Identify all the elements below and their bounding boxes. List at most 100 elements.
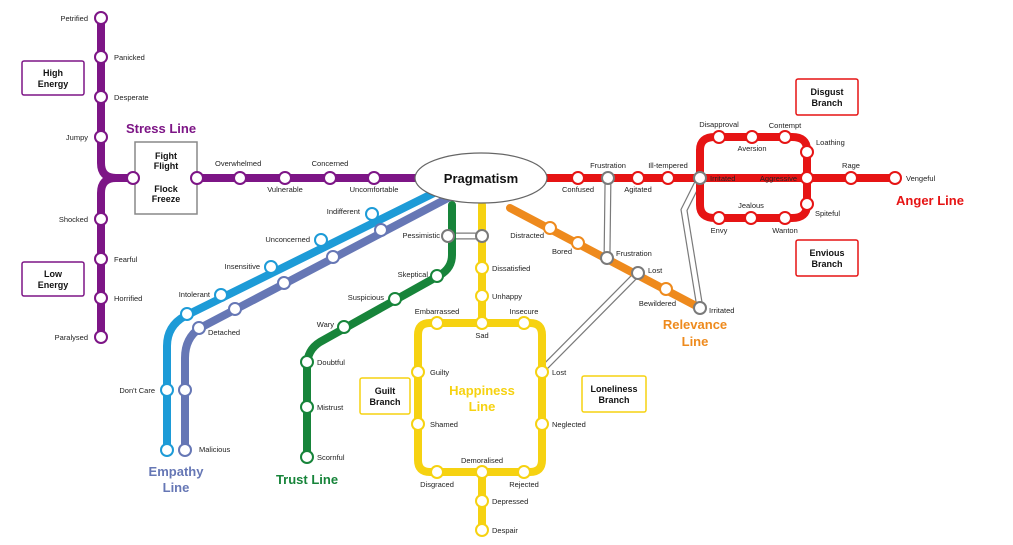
- label-paralysed: Paralysed: [55, 333, 88, 342]
- label-wanton: Wanton: [772, 226, 798, 235]
- station-intolerant[interactable]: [214, 288, 228, 302]
- station-suspicious[interactable]: [388, 292, 402, 306]
- station-indifferent-blue[interactable]: [374, 223, 388, 237]
- station-desperate[interactable]: [94, 90, 108, 104]
- station-dont-care[interactable]: [160, 383, 174, 397]
- station-insecure[interactable]: [517, 316, 531, 330]
- station-rage[interactable]: [844, 171, 858, 185]
- station-doubtful[interactable]: [300, 355, 314, 369]
- station-sad[interactable]: [475, 316, 489, 330]
- station-shamed[interactable]: [411, 417, 425, 431]
- station-neglected[interactable]: [535, 417, 549, 431]
- label-spiteful: Spiteful: [815, 209, 840, 218]
- label-horrified: Horrified: [114, 294, 142, 303]
- station-paralysed[interactable]: [94, 330, 108, 344]
- station-ill-tempered[interactable]: [661, 171, 675, 185]
- label-confused: Confused: [562, 185, 594, 194]
- station-distracted[interactable]: [543, 221, 557, 235]
- station-unconcerned[interactable]: [314, 233, 328, 247]
- stress-line-name: Stress Line: [126, 121, 196, 136]
- happiness-line-name-2: Line: [469, 399, 496, 414]
- station-concerned[interactable]: [323, 171, 337, 185]
- station-petrified[interactable]: [94, 11, 108, 25]
- station-overwhelmed-b[interactable]: [233, 171, 247, 185]
- station-intolerant-blue[interactable]: [228, 302, 242, 316]
- station-aggressive[interactable]: [800, 171, 814, 185]
- label-skeptical: Skeptical: [398, 270, 429, 279]
- station-insensitive[interactable]: [264, 260, 278, 274]
- station-detached[interactable]: [192, 321, 206, 335]
- station-jealous[interactable]: [744, 211, 758, 225]
- station-indifferent[interactable]: [365, 207, 379, 221]
- station-envy[interactable]: [712, 211, 726, 225]
- station-skeptical[interactable]: [430, 269, 444, 283]
- station-uncomfortable[interactable]: [367, 171, 381, 185]
- station-shocked[interactable]: [94, 212, 108, 226]
- empathy-line-name-2: Line: [163, 480, 190, 495]
- label-insensitive: Insensitive: [225, 262, 260, 271]
- station-scornful[interactable]: [300, 450, 314, 464]
- line-names: Stress Line Empathy Line Trust Line Happ…: [126, 121, 964, 495]
- station-frustration-anger[interactable]: [601, 171, 615, 185]
- station-malicious-cyan[interactable]: [160, 443, 174, 457]
- station-panicked[interactable]: [94, 50, 108, 64]
- station-vulnerable[interactable]: [278, 171, 292, 185]
- label-petrified: Petrified: [60, 14, 88, 23]
- station-lost-relevance[interactable]: [631, 266, 645, 280]
- interchange-line-4: Flock: [154, 184, 179, 194]
- station-disapproval[interactable]: [712, 130, 726, 144]
- station-horrified[interactable]: [94, 291, 108, 305]
- high-energy-label-2: Energy: [38, 79, 69, 89]
- station-insensitive-blue[interactable]: [277, 276, 291, 290]
- label-detached: Detached: [208, 328, 240, 337]
- station-dont-care-blue[interactable]: [178, 383, 192, 397]
- station-wanton[interactable]: [778, 211, 792, 225]
- station-contempt[interactable]: [778, 130, 792, 144]
- guilt-branch-box: [359, 377, 411, 415]
- label-disapproval: Disapproval: [699, 120, 739, 129]
- station-intolerant-b[interactable]: [180, 307, 194, 321]
- station-vengeful[interactable]: [888, 171, 902, 185]
- station-pessimistic-happiness[interactable]: [475, 229, 489, 243]
- station-agitated[interactable]: [631, 171, 645, 185]
- station-unconcerned-blue[interactable]: [326, 250, 340, 264]
- pragmatism-hub[interactable]: [414, 152, 548, 204]
- station-irritated-relevance[interactable]: [693, 301, 707, 315]
- station-aversion[interactable]: [745, 130, 759, 144]
- label-lost-relevance: Lost: [648, 266, 663, 275]
- station-bored[interactable]: [571, 236, 585, 250]
- station-stress-junction[interactable]: [126, 171, 140, 185]
- station-wary[interactable]: [337, 320, 351, 334]
- station-mistrust[interactable]: [300, 400, 314, 414]
- station-despair[interactable]: [475, 523, 489, 537]
- label-malicious: Malicious: [199, 445, 231, 454]
- low-energy-box: [21, 261, 85, 297]
- station-embarrassed[interactable]: [430, 316, 444, 330]
- station-fearful[interactable]: [94, 252, 108, 266]
- label-jealous: Jealous: [738, 201, 764, 210]
- station-spiteful[interactable]: [800, 197, 814, 211]
- station-frustration-relevance[interactable]: [600, 251, 614, 265]
- station-loathing[interactable]: [800, 145, 814, 159]
- label-mistrust: Mistrust: [317, 403, 344, 412]
- station-demoralised[interactable]: [475, 465, 489, 479]
- label-jumpy: Jumpy: [66, 133, 88, 142]
- label-sad: Sad: [475, 331, 488, 340]
- station-malicious[interactable]: [178, 443, 192, 457]
- station-dissatisfied[interactable]: [475, 261, 489, 275]
- station-irritated-anger[interactable]: [693, 171, 707, 185]
- station-disgraced[interactable]: [430, 465, 444, 479]
- station-depressed[interactable]: [475, 494, 489, 508]
- label-concerned: Concerned: [312, 159, 349, 168]
- station-confused[interactable]: [571, 171, 585, 185]
- station-overwhelmed[interactable]: [190, 171, 204, 185]
- relevance-line-name-2: Line: [682, 334, 709, 349]
- station-rejected[interactable]: [517, 465, 531, 479]
- station-bewildered[interactable]: [659, 282, 673, 296]
- disgust-branch-box: [795, 78, 859, 116]
- station-guilty[interactable]: [411, 365, 425, 379]
- station-unhappy[interactable]: [475, 289, 489, 303]
- station-lost-happiness[interactable]: [535, 365, 549, 379]
- station-jumpy[interactable]: [94, 130, 108, 144]
- station-pessimistic[interactable]: [441, 229, 455, 243]
